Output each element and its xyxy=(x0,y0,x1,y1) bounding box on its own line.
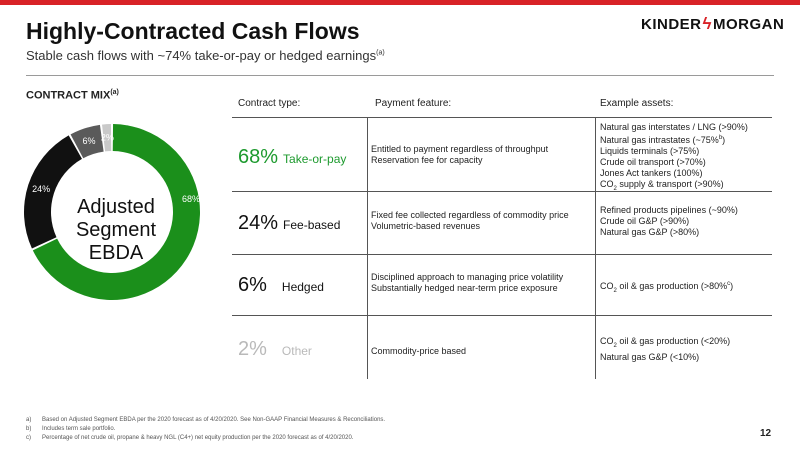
table-row-divider xyxy=(232,254,772,255)
row-percent: 2% xyxy=(238,338,267,360)
donut-label-hedged: 6% xyxy=(82,136,95,146)
donut-label-take-or-pay: 68% xyxy=(182,194,200,204)
footnote-item: b) Includes term sale portfolio. xyxy=(26,426,116,432)
example-assets-cell: CO2 oil & gas production (>80%c) xyxy=(600,281,734,294)
footnote-item: c) Percentage of net crude oil, propane &… xyxy=(26,435,354,441)
table-row-fee-based: 24% Fee-based xyxy=(238,212,340,235)
table-row-take-or-pay: 68% Take-or-pay xyxy=(238,146,346,169)
table-row-divider xyxy=(232,191,772,192)
table-row-hedged: 6% Hedged xyxy=(238,274,324,297)
column-header-example-assets: Example assets: xyxy=(600,98,674,109)
row-percent: 6% xyxy=(238,274,267,296)
payment-feature-cell: Commodity-price based xyxy=(371,346,467,356)
donut-slice-other xyxy=(102,124,112,152)
header-divider xyxy=(26,75,774,76)
example-assets-cell: Natural gas interstates / LNG (>90%) Nat… xyxy=(600,122,748,192)
page-number: 12 xyxy=(760,428,772,439)
company-logo: KINDER ϟ MORGAN xyxy=(641,14,785,33)
example-assets-cell: CO2 oil & gas production (<20%) Natural … xyxy=(600,336,731,362)
center-line-3: EBDA xyxy=(88,242,144,264)
row-percent: 68% xyxy=(238,146,279,168)
example-assets-cell: Refined products pipelines (~90%) Crude … xyxy=(600,205,738,237)
row-type-label: Hedged xyxy=(281,280,324,294)
donut-label-other: 2% xyxy=(101,133,114,143)
contract-mix-label: CONTRACT MIX(a) xyxy=(26,89,119,102)
page-title: Highly-Contracted Cash Flows xyxy=(26,18,360,44)
contract-mix-donut-chart: 68% 24% 6% 2% xyxy=(23,124,200,300)
payment-feature-cell: Disciplined approach to managing price v… xyxy=(371,272,564,293)
row-type-label: Fee-based xyxy=(283,218,341,232)
row-type-label: Take-or-pay xyxy=(283,152,347,166)
donut-slice-fee-based xyxy=(23,135,82,249)
row-type-label: Other xyxy=(281,344,312,358)
footnotes: a) Based on Adjusted Segment EBDA per the… xyxy=(26,416,385,443)
column-header-payment-feature: Payment feature: xyxy=(375,98,452,109)
lightning-bolt-icon: ϟ xyxy=(702,14,713,33)
payment-feature-cell: Fixed fee collected regardless of commod… xyxy=(371,210,569,231)
row-percent: 24% xyxy=(238,212,279,234)
donut-center-label: Adjusted Segment EBDA xyxy=(71,196,161,265)
table-row-divider xyxy=(232,117,772,118)
donut-label-fee-based: 24% xyxy=(32,184,50,194)
table-column-divider xyxy=(367,117,368,379)
table-row-other: 2% Other xyxy=(238,338,312,361)
page-subtitle: Stable cash flows with ~74% take-or-pay … xyxy=(26,48,385,63)
footnote-item: a) Based on Adjusted Segment EBDA per the… xyxy=(26,417,386,423)
column-header-contract-type: Contract type: xyxy=(238,98,301,109)
footnote-ref-a: (a) xyxy=(376,49,385,57)
center-line-1: Adjusted xyxy=(77,196,155,218)
table-row-divider xyxy=(232,315,772,316)
table-column-divider xyxy=(595,117,596,379)
center-line-2: Segment xyxy=(75,219,157,241)
payment-feature-cell: Entitled to payment regardless of throug… xyxy=(371,144,549,165)
donut-slice-hedged xyxy=(70,124,104,159)
donut-slice-take-or-pay xyxy=(32,124,200,300)
top-accent-bar xyxy=(0,0,800,5)
